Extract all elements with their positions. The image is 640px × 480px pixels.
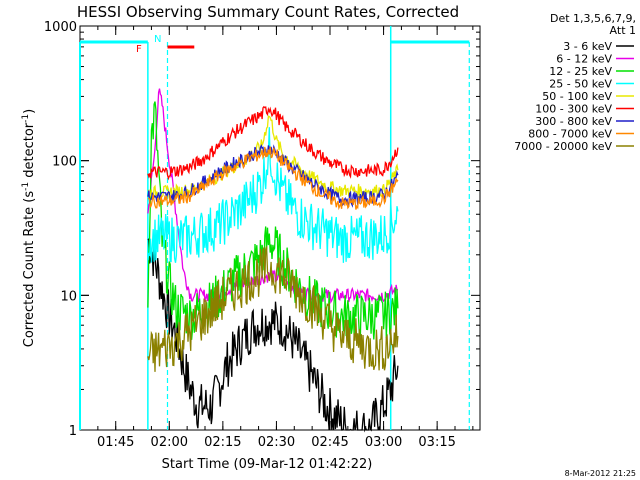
series-line: [147, 146, 399, 211]
series-50-100keV: [147, 115, 399, 200]
y-axis-label-end: ): [22, 109, 37, 114]
plot-area: 1 10 100 1000 01:45 02:00 02:15 02:30 02:45 03:00…: [44, 20, 481, 450]
legend-entry: 800 - 7000 keV: [528, 128, 612, 141]
legend-entry: 100 - 300 keV: [535, 103, 612, 116]
series-7000-20000keV: [147, 246, 399, 372]
y-axis-label: Corrected Count Rate (s-1 detector-1): [21, 109, 37, 347]
legend-entry: 6 - 12 keV: [556, 53, 612, 66]
series-line: [147, 105, 399, 181]
legend-header: Det 1,3,5,6,7,9,: [550, 12, 636, 25]
chart-title: HESSI Observing Summary Count Rates, Cor…: [77, 3, 459, 21]
series-line: [147, 88, 398, 305]
series-800-7000keV: [147, 146, 399, 211]
x-tick-label: 03:15: [418, 435, 455, 450]
flag-f-label: F: [136, 44, 142, 55]
y-tick-label: 1: [69, 424, 77, 439]
series-12-25keV: [147, 101, 399, 340]
series-line: [147, 115, 399, 200]
y-axis-label-main: Corrected Count Rate (s: [22, 191, 37, 348]
legend-entry: 50 - 100 keV: [542, 90, 612, 103]
x-axis-label: Start Time (09-Mar-12 01:42:22): [162, 457, 373, 472]
y-tick-label: 100: [52, 155, 77, 170]
x-tick-label: 02:00: [151, 435, 188, 450]
x-tick-label: 01:45: [97, 435, 134, 450]
series-6-12keV: [147, 88, 398, 305]
x-tick-label: 02:45: [311, 435, 348, 450]
series-line: [147, 127, 399, 263]
legend-entry: 7000 - 20000 keV: [514, 140, 612, 153]
y-axis-label-sup2: -1: [21, 114, 31, 123]
x-tick-label: 02:30: [258, 435, 295, 450]
legend-entry: 300 - 800 keV: [535, 115, 612, 128]
series-100-300keV: [147, 105, 399, 181]
series-line: [147, 246, 399, 372]
legend-header: Att 1: [610, 24, 636, 37]
x-tick-label: 02:15: [204, 435, 241, 450]
y-axis-label-mid: detector: [22, 122, 37, 182]
series-line: [147, 101, 399, 340]
legend-entry: 3 - 6 keV: [563, 40, 612, 53]
legend-entry: 12 - 25 keV: [549, 65, 612, 78]
legend-entry: 25 - 50 keV: [549, 78, 612, 91]
plot-frame: [79, 25, 481, 431]
series-line: [147, 237, 399, 433]
y-tick-label: 10: [60, 289, 77, 304]
x-tick-label: 03:00: [365, 435, 402, 450]
series-3-6keV: [147, 237, 399, 433]
y-tick-label: 1000: [44, 20, 77, 35]
flag-n-label: N: [154, 34, 161, 45]
timestamp: 8-Mar-2012 21:25: [565, 469, 636, 478]
series-25-50keV: [147, 127, 399, 263]
y-axis-label-sup1: -1: [21, 182, 31, 191]
